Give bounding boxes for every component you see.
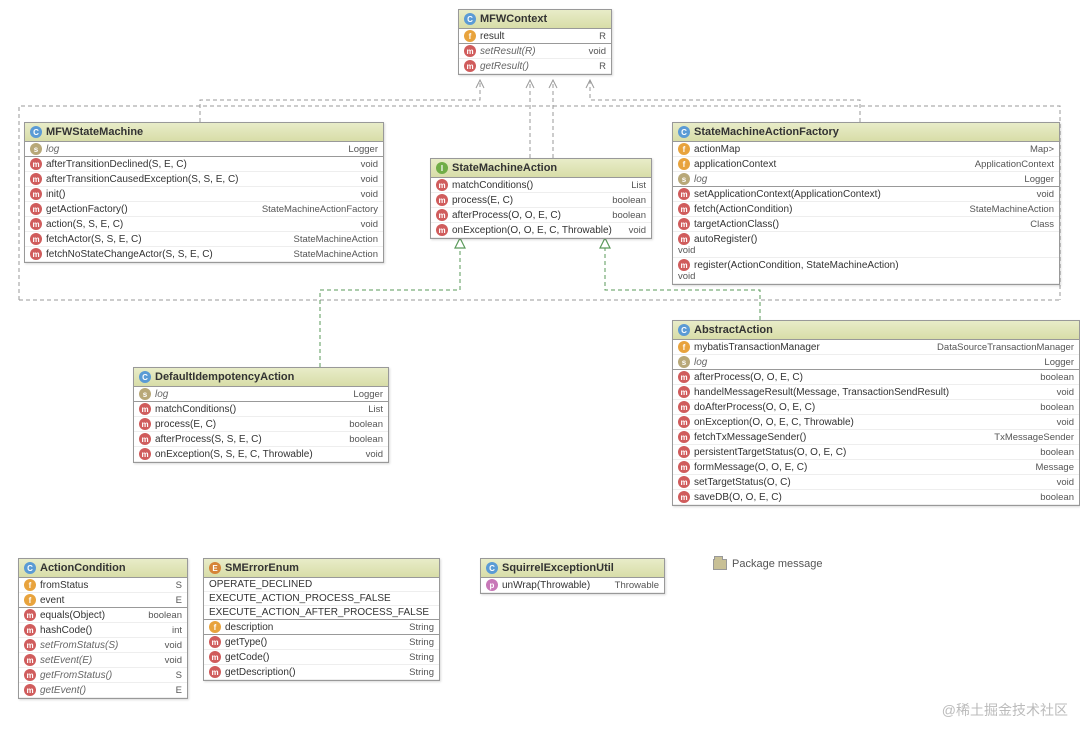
method-row: punWrap(Throwable) Throwable: [481, 578, 664, 593]
stereotype-icon: C: [678, 324, 690, 336]
class-title: SquirrelExceptionUtil: [502, 562, 614, 574]
method-row: msetFromStatus(S) void: [19, 638, 187, 653]
package-message: Package message: [713, 558, 823, 570]
class-title: StateMachineAction: [452, 162, 557, 174]
method-row: monException(O, O, E, C, Throwable) void: [673, 415, 1079, 430]
method-row: mhandelMessageResult(Message, Transactio…: [673, 385, 1079, 400]
method-row: mautoRegister() void: [673, 232, 1059, 258]
method-row: mfetch(ActionCondition) StateMachineActi…: [673, 202, 1059, 217]
class-title: MFWContext: [480, 13, 547, 25]
interface-statemachineaction: I StateMachineAction mmatchConditions() …: [430, 158, 652, 239]
method-row: mpersistentTargetStatus(O, O, E, C) bool…: [673, 445, 1079, 460]
enum-value: EXECUTE_ACTION_PROCESS_FALSE: [204, 592, 439, 606]
enum-smerrorenum: E SMErrorEnum OPERATE_DECLINEDEXECUTE_AC…: [203, 558, 440, 681]
field-row: ffromStatus S: [19, 578, 187, 593]
class-title: ActionCondition: [40, 562, 126, 574]
class-title: AbstractAction: [694, 324, 773, 336]
method-row: mdoAfterProcess(O, O, E, C) boolean: [673, 400, 1079, 415]
method-row: msetApplicationContext(ApplicationContex…: [673, 187, 1059, 202]
class-header: E SMErrorEnum: [204, 559, 439, 578]
package-label: Package message: [732, 558, 823, 570]
stereotype-icon: C: [486, 562, 498, 574]
field-row: factionMap Map>: [673, 142, 1059, 157]
method-row: mformMessage(O, O, E, C) Message: [673, 460, 1079, 475]
field-row: slog Logger: [673, 172, 1059, 187]
method-row: mafterTransitionDeclined(S, E, C) void: [25, 157, 383, 172]
method-row: mafterTransitionCausedException(S, S, E,…: [25, 172, 383, 187]
stereotype-icon: C: [678, 126, 690, 138]
method-row: mfetchActor(S, S, E, C) StateMachineActi…: [25, 232, 383, 247]
method-row: mafterProcess(O, O, E, C) boolean: [431, 208, 651, 223]
method-row: msaveDB(O, O, E, C) boolean: [673, 490, 1079, 505]
method-row: mgetFromStatus() S: [19, 668, 187, 683]
method-row: mgetActionFactory() StateMachineActionFa…: [25, 202, 383, 217]
method-row: mequals(Object) boolean: [19, 608, 187, 623]
package-icon: [713, 559, 727, 570]
class-actioncondition: C ActionCondition ffromStatus S fevent E…: [18, 558, 188, 699]
watermark-text: @稀土掘金技术社区: [942, 700, 1068, 720]
class-mfwcontext: C MFWContext fresult R msetResult(R) voi…: [458, 9, 612, 75]
method-row: mhashCode() int: [19, 623, 187, 638]
field-row: slog Logger: [134, 387, 388, 402]
method-row: mgetCode() String: [204, 650, 439, 665]
class-squirrelexceptionutil: C SquirrelExceptionUtil punWrap(Throwabl…: [480, 558, 665, 594]
method-row: msetTargetStatus(O, C) void: [673, 475, 1079, 490]
method-row: mregister(ActionCondition, StateMachineA…: [673, 258, 1059, 284]
field-row: fevent E: [19, 593, 187, 608]
field-row: fresult R: [459, 29, 611, 44]
method-row: mgetDescription() String: [204, 665, 439, 680]
class-title: MFWStateMachine: [46, 126, 143, 138]
field-row: fapplicationContext ApplicationContext: [673, 157, 1059, 172]
method-row: mmatchConditions() List: [134, 402, 388, 417]
field-row: fdescription String: [204, 620, 439, 635]
class-statemachineactionfactory: C StateMachineActionFactory factionMap M…: [672, 122, 1060, 285]
method-row: mafterProcess(O, O, E, C) boolean: [673, 370, 1079, 385]
enum-value: OPERATE_DECLINED: [204, 578, 439, 592]
class-mfwstatemachine: C MFWStateMachine slog Logger mafterTran…: [24, 122, 384, 263]
stereotype-icon: C: [464, 13, 476, 25]
stereotype-icon: C: [30, 126, 42, 138]
class-header: C StateMachineActionFactory: [673, 123, 1059, 142]
field-row: slog Logger: [25, 142, 383, 157]
class-title: DefaultIdempotencyAction: [155, 371, 294, 383]
method-row: mprocess(E, C) boolean: [431, 193, 651, 208]
class-header: I StateMachineAction: [431, 159, 651, 178]
stereotype-icon: E: [209, 562, 221, 574]
class-title: SMErrorEnum: [225, 562, 299, 574]
method-row: mprocess(E, C) boolean: [134, 417, 388, 432]
method-row: mfetchTxMessageSender() TxMessageSender: [673, 430, 1079, 445]
class-abstractaction: C AbstractAction fmybatisTransactionMana…: [672, 320, 1080, 506]
method-row: mmatchConditions() List: [431, 178, 651, 193]
method-row: mgetType() String: [204, 635, 439, 650]
enum-value: EXECUTE_ACTION_AFTER_PROCESS_FALSE: [204, 606, 439, 620]
method-row: minit() void: [25, 187, 383, 202]
class-header: C ActionCondition: [19, 559, 187, 578]
field-row: fmybatisTransactionManager DataSourceTra…: [673, 340, 1079, 355]
class-defaultidempotencyaction: C DefaultIdempotencyAction slog Logger m…: [133, 367, 389, 463]
stereotype-icon: C: [24, 562, 36, 574]
class-header: C MFWStateMachine: [25, 123, 383, 142]
stereotype-icon: C: [139, 371, 151, 383]
field-row: slog Logger: [673, 355, 1079, 370]
method-row: msetResult(R) void: [459, 44, 611, 59]
class-header: C MFWContext: [459, 10, 611, 29]
method-row: mgetEvent() E: [19, 683, 187, 698]
class-header: C AbstractAction: [673, 321, 1079, 340]
method-row: mtargetActionClass() Class: [673, 217, 1059, 232]
method-row: msetEvent(E) void: [19, 653, 187, 668]
method-row: monException(O, O, E, C, Throwable) void: [431, 223, 651, 238]
method-row: mafterProcess(S, S, E, C) boolean: [134, 432, 388, 447]
class-header: C DefaultIdempotencyAction: [134, 368, 388, 387]
class-title: StateMachineActionFactory: [694, 126, 839, 138]
method-row: mgetResult() R: [459, 59, 611, 74]
stereotype-icon: I: [436, 162, 448, 174]
class-header: C SquirrelExceptionUtil: [481, 559, 664, 578]
method-row: monException(S, S, E, C, Throwable) void: [134, 447, 388, 462]
method-row: mfetchNoStateChangeActor(S, S, E, C) Sta…: [25, 247, 383, 262]
method-row: maction(S, S, E, C) void: [25, 217, 383, 232]
